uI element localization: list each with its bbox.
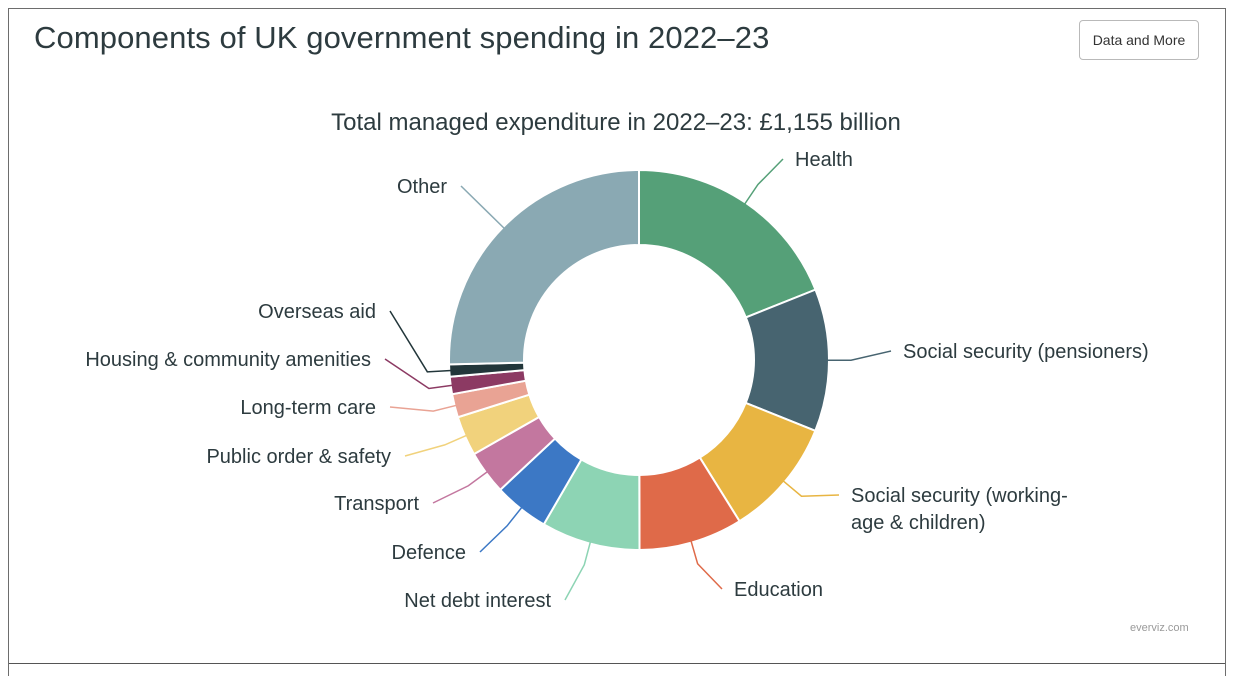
- label-line: Net debt interest: [404, 590, 551, 612]
- connectors-group: [384, 158, 892, 601]
- connector-transport: [432, 470, 489, 504]
- label-line: Long-term care: [240, 397, 376, 419]
- connector-long-term-care: [389, 404, 457, 412]
- label-line: Overseas aid: [258, 301, 376, 323]
- label-line: Health: [795, 149, 853, 171]
- label-line: age & children): [851, 512, 986, 534]
- label-defence: Defence: [392, 542, 467, 564]
- connector-social-security-pensioners: [826, 350, 892, 362]
- label-line: Public order & safety: [206, 446, 391, 468]
- connector-other: [460, 185, 506, 230]
- label-line: Defence: [392, 542, 467, 564]
- connector-social-security-working-age-children: [782, 480, 840, 497]
- connector-housing-community-amenities: [384, 358, 453, 390]
- label-line: Housing & community amenities: [85, 349, 371, 371]
- connector-overseas-aid: [389, 310, 452, 373]
- label-health: Health: [795, 149, 853, 171]
- label-line: Social security (working-: [851, 485, 1068, 507]
- bottom-divider: [9, 663, 1225, 664]
- label-public-order-safety: Public order & safety: [206, 446, 391, 468]
- labels-group: Health Social security (pensioners) Social…: [85, 149, 1148, 612]
- label-line: Other: [397, 176, 447, 198]
- slice-health[interactable]: [638, 168, 817, 319]
- label-line: Education: [734, 579, 823, 601]
- chart-title: Total managed expenditure in 2022–23: £1…: [331, 109, 901, 136]
- page-title: Components of UK government spending in …: [34, 20, 770, 55]
- credit-link[interactable]: everviz.com: [1130, 622, 1189, 634]
- label-long-term-care: Long-term care: [240, 397, 376, 419]
- label-transport: Transport: [334, 493, 419, 515]
- connector-net-debt-interest: [564, 541, 592, 601]
- connector-defence: [479, 506, 523, 553]
- label-social-security-working-age-children: Social security (working-age & children): [851, 485, 1068, 534]
- label-line: Transport: [334, 493, 419, 515]
- slice-other[interactable]: [448, 168, 640, 366]
- label-overseas-aid: Overseas aid: [258, 301, 376, 323]
- chart-frame: [8, 8, 1226, 676]
- label-line: Social security (pensioners): [903, 341, 1149, 363]
- data-and-more-button[interactable]: Data and More: [1079, 20, 1199, 60]
- label-social-security-pensioners: Social security (pensioners): [903, 341, 1149, 363]
- label-housing-community-amenities: Housing & community amenities: [85, 349, 371, 371]
- label-net-debt-interest: Net debt interest: [404, 590, 551, 612]
- connector-education: [690, 540, 723, 590]
- label-education: Education: [734, 579, 823, 601]
- label-other: Other: [397, 176, 447, 198]
- connector-public-order-safety: [404, 434, 468, 457]
- slices-group: [448, 168, 830, 552]
- connector-health: [743, 158, 784, 205]
